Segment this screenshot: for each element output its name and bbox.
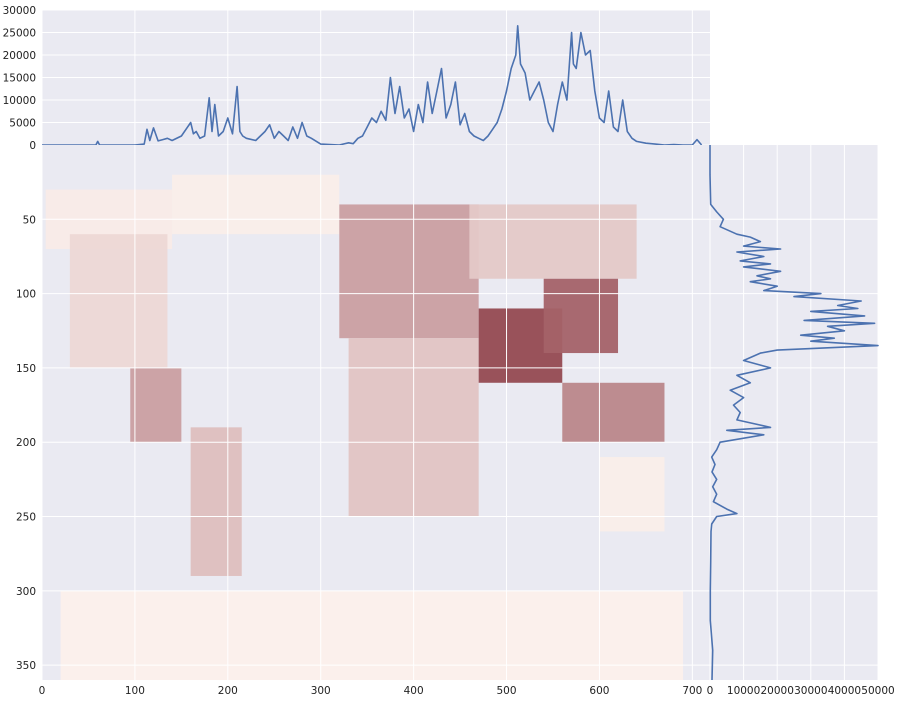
y-tick-label: 350 — [16, 660, 36, 672]
heatmap-cell-2 — [130, 367, 182, 443]
row-sum-plot-area — [710, 145, 878, 680]
heatmap-cell-3 — [190, 427, 242, 576]
x-tick-label: 400 — [404, 685, 424, 697]
y-tick-label: 250 — [16, 512, 36, 524]
row-sum-series — [709, 145, 879, 681]
x-tick-label: 30000 — [794, 685, 827, 697]
y-tick-label: 300 — [16, 586, 36, 598]
y-tick-label: 100 — [16, 289, 36, 301]
heatmap-cell-10 — [562, 382, 665, 443]
row-sum-line — [709, 145, 879, 681]
heatmap-cell-12 — [60, 590, 684, 680]
x-tick-label: 700 — [682, 685, 702, 697]
population-map-grid — [41, 145, 710, 680]
x-tick-label: 600 — [589, 685, 609, 697]
heatmap-cell-4 — [172, 174, 340, 235]
column-sum-line — [42, 24, 703, 146]
population-map-cells — [45, 174, 684, 680]
x-tick-label: 40000 — [828, 685, 861, 697]
heatmap-cell-11 — [599, 457, 665, 532]
y-tick-label: 15000 — [3, 73, 36, 85]
y-tick-label: 25000 — [3, 28, 36, 40]
y-tick-label: 50 — [23, 214, 36, 226]
x-tick-label: 300 — [311, 685, 331, 697]
heatmap-cell-9 — [543, 278, 619, 354]
y-tick-label: 5000 — [9, 118, 36, 130]
y-tick-label: 20000 — [3, 50, 36, 62]
column-sum-panel: 0 5000 10000 15000 20000 25000 30000 — [3, 5, 710, 152]
column-sum-y-ticks: 0 5000 10000 15000 20000 25000 30000 — [3, 5, 36, 152]
population-map-panel: 0 100 200 300 400 500 600 700 50 100 150 200 250 300… — [16, 145, 710, 697]
x-tick-label: 200 — [218, 685, 238, 697]
y-tick-label: 200 — [16, 437, 36, 449]
x-tick-label: 0 — [39, 685, 46, 697]
x-tick-label: 500 — [497, 685, 517, 697]
heatmap-cell-1 — [69, 234, 168, 368]
x-tick-label: 10000 — [727, 685, 760, 697]
x-tick-label: 0 — [707, 685, 714, 697]
row-sum-x-ticks: 0 10000 20000 30000 40000 50000 — [707, 685, 895, 697]
x-tick-label: 20000 — [760, 685, 793, 697]
heatmap-cell-5 — [339, 204, 479, 339]
y-tick-label: 30000 — [3, 5, 36, 17]
column-sum-series — [42, 24, 703, 146]
heatmap-cell-7 — [469, 204, 637, 279]
y-tick-label: 10000 — [3, 95, 36, 107]
x-tick-label: 50000 — [861, 685, 894, 697]
row-sum-panel: 0 10000 20000 30000 40000 50000 — [707, 145, 895, 697]
population-map-x-ticks: 0 100 200 300 400 500 600 700 — [39, 685, 703, 697]
y-tick-label: 150 — [16, 363, 36, 375]
x-tick-label: 100 — [125, 685, 145, 697]
population-map-y-ticks: 50 100 150 200 250 300 350 — [16, 214, 36, 672]
y-tick-label: 0 — [29, 140, 36, 152]
